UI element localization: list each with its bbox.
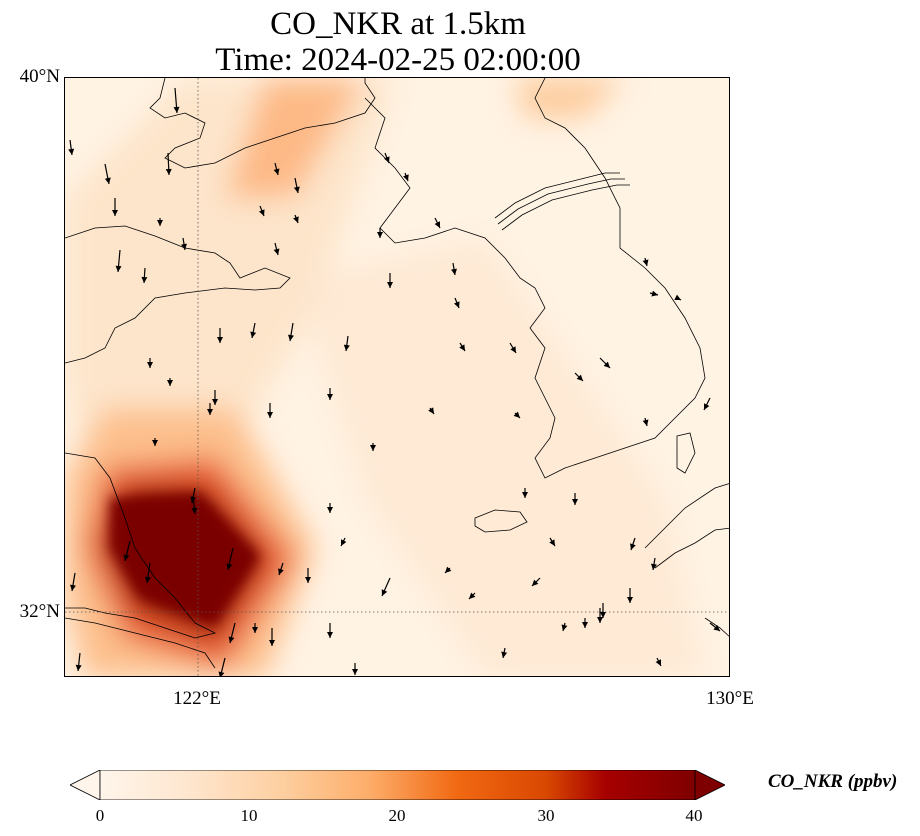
- colorbar-tick-20: 20: [388, 806, 406, 825]
- gridlines: [65, 78, 729, 676]
- wind-vectors: [68, 87, 721, 676]
- lon-label-122e: 122°E: [173, 688, 221, 709]
- map-canvas: [65, 78, 729, 676]
- colorbar-extend-min: [69, 769, 101, 801]
- colorbar: [69, 769, 726, 801]
- lat-label-32n: 32°N: [19, 601, 60, 622]
- lon-label-130e: 130°E: [706, 688, 754, 709]
- colorbar-tick-30: 30: [537, 806, 555, 825]
- coastlines: [65, 78, 729, 669]
- colorbar-label: CO_NKR (ppbv): [768, 771, 898, 792]
- colorbar-tick-40: 40: [685, 806, 703, 825]
- map-title-line2: Time: 2024-02-25 02:00:00: [215, 42, 581, 78]
- colorbar-tick-10: 10: [240, 806, 258, 825]
- colorbar-tick-0: 0: [95, 806, 105, 825]
- colorbar-extend-max: [694, 769, 726, 801]
- map-panel: [64, 77, 730, 677]
- map-title-line1: CO_NKR at 1.5km: [270, 6, 526, 42]
- colorbar-gradient: [99, 769, 696, 801]
- lat-label-40n: 40°N: [19, 66, 60, 87]
